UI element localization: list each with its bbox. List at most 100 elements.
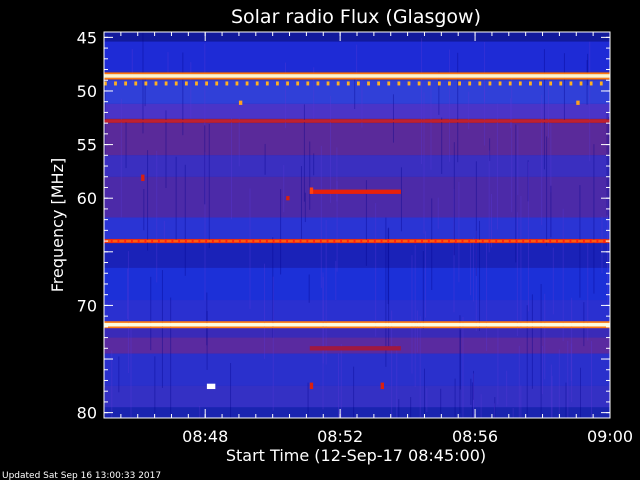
texture-streak [571, 297, 573, 403]
texture-streak [365, 180, 367, 266]
texture-streak [430, 84, 432, 170]
interference-dash [556, 239, 558, 244]
y-tick-label: 70 [77, 296, 97, 315]
frequency-band [104, 353, 610, 386]
interference-dash [134, 81, 138, 86]
interference-dash [306, 81, 310, 86]
interference-dash [232, 239, 235, 244]
interference-dash [400, 239, 403, 244]
interference-dash [198, 239, 201, 244]
texture-streak [541, 94, 543, 226]
texture-streak [230, 118, 232, 220]
interference-dash [164, 239, 167, 244]
texture-streak [264, 263, 266, 359]
x-tick-label: 08:52 [317, 427, 363, 446]
texture-streak [608, 116, 610, 220]
interference-dash [265, 81, 269, 86]
texture-streak [398, 399, 400, 418]
burst-mark [309, 346, 401, 351]
texture-streak [150, 276, 152, 351]
texture-streak [361, 79, 363, 128]
texture-streak [338, 412, 340, 418]
frequency-band [104, 123, 610, 156]
texture-streak [142, 32, 144, 134]
texture-streak [354, 79, 356, 110]
texture-streak [167, 52, 169, 74]
texture-streak [541, 345, 543, 395]
emission-line [104, 77, 610, 80]
texture-streak [313, 153, 315, 176]
interference-dash [346, 239, 349, 244]
interference-dash [124, 239, 127, 244]
texture-streak [520, 385, 522, 418]
texture-streak [457, 52, 459, 163]
texture-streak [147, 150, 149, 251]
texture-streak [506, 370, 508, 407]
texture-streak [606, 111, 608, 216]
frequency-band [104, 155, 610, 177]
interference-dash [377, 81, 381, 86]
burst-mark [206, 383, 216, 390]
texture-streak [307, 382, 309, 418]
frequency-band [104, 176, 610, 218]
interference-dash [245, 81, 249, 86]
texture-streak [411, 255, 413, 374]
frequency-band [104, 41, 610, 72]
emission-line [104, 119, 610, 123]
texture-streak [563, 53, 565, 122]
texture-streak [423, 92, 425, 234]
burst-mark [380, 382, 384, 390]
interference-dash [427, 81, 431, 86]
interference-dash [427, 239, 430, 244]
texture-streak [304, 192, 306, 223]
texture-streak [199, 405, 201, 418]
texture-streak [238, 117, 240, 167]
texture-streak [249, 188, 251, 309]
interference-dash [518, 81, 522, 86]
interference-dash [508, 239, 511, 244]
y-axis-label: Frequency [MHz] [48, 158, 67, 292]
interference-dash [397, 81, 401, 86]
emission-line [104, 326, 610, 329]
texture-streak [441, 117, 443, 174]
texture-streak [104, 387, 106, 418]
texture-streak [400, 167, 402, 232]
texture-streak [340, 343, 342, 418]
interference-dash [154, 81, 158, 86]
interference-dash [569, 239, 572, 244]
texture-streak [551, 375, 553, 418]
texture-streak [516, 212, 518, 337]
interference-dash [421, 239, 423, 244]
texture-streak [475, 230, 477, 332]
interference-dash [441, 239, 444, 244]
texture-streak [182, 52, 184, 136]
y-tick-labels: 45 50 55 60 70 80 [77, 28, 97, 422]
emission-line [104, 321, 610, 323]
texture-streak [184, 164, 186, 276]
texture-streak [391, 310, 393, 418]
texture-streak [120, 98, 122, 218]
texture-streak [303, 104, 305, 202]
texture-streak [313, 67, 315, 119]
interference-dash [448, 81, 451, 86]
texture-streak [156, 150, 158, 283]
texture-streak [118, 356, 120, 393]
texture-streak [520, 196, 522, 329]
texture-streak [375, 203, 377, 337]
interference-dash [448, 239, 450, 244]
texture-streak [459, 329, 461, 390]
texture-streak [497, 326, 499, 405]
texture-streak [320, 145, 322, 288]
texture-streak [336, 181, 338, 272]
frequency-band [104, 385, 610, 408]
texture-streak [423, 368, 425, 418]
interference-dash [319, 239, 322, 244]
texture-streak [163, 220, 165, 243]
interference-dash [117, 239, 120, 244]
texture-streak [325, 220, 327, 365]
texture-streak [453, 142, 455, 256]
interference-dash [326, 239, 329, 244]
interference-dash [437, 81, 441, 86]
burst-mark [576, 100, 580, 105]
texture-streak [410, 397, 412, 418]
